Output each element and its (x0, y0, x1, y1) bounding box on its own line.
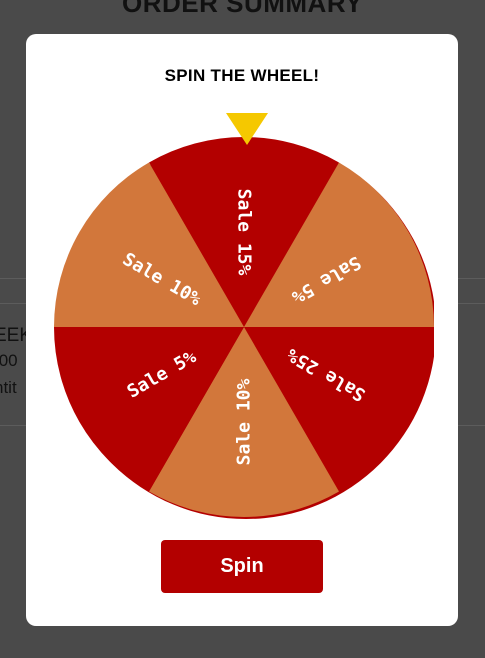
wheel-segment[interactable] (54, 162, 244, 327)
wheel-segment[interactable] (54, 327, 244, 492)
wheel-segment[interactable] (149, 327, 339, 517)
modal-title: SPIN THE WHEEL! (164, 66, 320, 85)
order-item-name: EEK (0, 325, 33, 346)
wheel-segment[interactable] (149, 136, 339, 327)
spin-button[interactable]: Spin (161, 540, 323, 593)
wheel-segment-label: Sale 10% (234, 378, 255, 465)
prize-wheel[interactable]: Sale 15%Sale 5%Sale 25%Sale 10%Sale 5%Sa… (54, 136, 434, 526)
page-title: ORDER SUMMARY (122, 0, 363, 18)
wheel-pointer-icon (226, 113, 268, 145)
order-item-price: .00 (0, 351, 18, 370)
wheel-segment[interactable] (244, 162, 434, 327)
wheel-segment-label: Sale 15% (234, 189, 255, 276)
order-item-quantity: ntit (0, 378, 17, 397)
wheel-segment[interactable] (244, 327, 434, 492)
spin-wheel-modal: SPIN THE WHEEL! Sale 15% Sale 5% Sale 25% S… (26, 34, 458, 626)
